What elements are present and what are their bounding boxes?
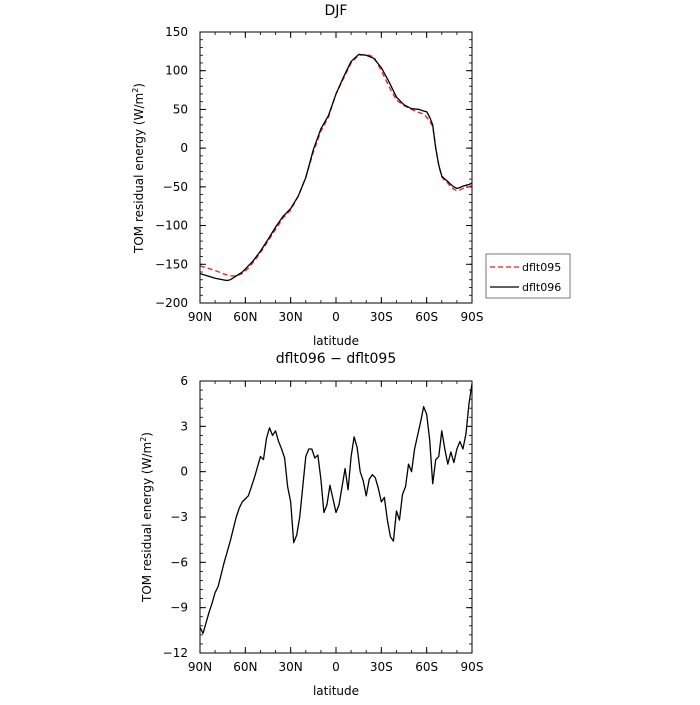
top-y-tick-labels: 150 100 50 0 −50 −100 −150 −200 bbox=[155, 25, 188, 310]
y-tick-label: −12 bbox=[163, 646, 188, 660]
plot-frame bbox=[199, 380, 473, 654]
y-tick-label: 50 bbox=[173, 102, 188, 116]
plot-frame bbox=[199, 31, 473, 304]
x-tick-label: 0 bbox=[332, 660, 340, 674]
series-line-dflt095 bbox=[199, 53, 473, 277]
y-tick-label: −100 bbox=[155, 219, 188, 233]
bottom-y-tick-labels: 6 3 0 −3 −6 −9 −12 bbox=[163, 374, 188, 660]
legend-label-dflt096: dflt096 bbox=[522, 281, 561, 294]
y-tick-label: −3 bbox=[170, 510, 188, 524]
x-tick-label: 30N bbox=[279, 660, 303, 674]
y-tick-label: 150 bbox=[165, 25, 188, 39]
y-tick-label: 6 bbox=[180, 374, 188, 388]
x-tick-label: 0 bbox=[332, 310, 340, 324]
legend-label-dflt095: dflt095 bbox=[522, 261, 561, 274]
y-tick-label: 100 bbox=[165, 64, 188, 78]
y-tick-label: −50 bbox=[163, 180, 188, 194]
bottom-x-axis-label: latitude bbox=[313, 684, 359, 698]
x-tick-label: 60N bbox=[233, 660, 257, 674]
top-x-axis-label: latitude bbox=[313, 334, 359, 348]
bottom-panel: dflt096 − dflt095 90N 60N 30N 0 30S 60S 90S 6 3… bbox=[139, 351, 483, 698]
y-tick-label: −200 bbox=[155, 296, 188, 310]
series-line-dflt096 bbox=[199, 53, 473, 282]
y-tick-label: 0 bbox=[180, 465, 188, 479]
x-tick-label: 90N bbox=[188, 660, 212, 674]
x-tick-label: 60S bbox=[415, 660, 438, 674]
top-x-tick-labels: 90N 60N 30N 0 30S 60S 90S bbox=[188, 310, 484, 324]
legend: dflt095 dflt096 bbox=[485, 253, 571, 299]
x-tick-label: 90S bbox=[461, 660, 484, 674]
legend-box bbox=[485, 253, 571, 299]
x-tick-label: 90N bbox=[188, 310, 212, 324]
top-panel: DJF 90N 60N 30N 0 30S 60S 90S 150 100 50 0 −50 −100… bbox=[131, 3, 571, 348]
y-tick-label: 3 bbox=[180, 419, 188, 433]
x-tick-label: 60S bbox=[415, 310, 438, 324]
x-tick-label: 60N bbox=[233, 310, 257, 324]
top-plot-area bbox=[199, 31, 473, 304]
y-tick-label: −150 bbox=[155, 257, 188, 271]
bottom-chart-title: dflt096 − dflt095 bbox=[276, 351, 396, 367]
y-tick-label: −9 bbox=[170, 601, 188, 615]
y-tick-label: −6 bbox=[170, 555, 188, 569]
series-line-panel1-series0 bbox=[199, 383, 473, 635]
bottom-y-axis-label: TOM residual energy (W/m2) bbox=[139, 432, 154, 603]
x-tick-label: 90S bbox=[461, 310, 484, 324]
x-tick-label: 30S bbox=[370, 310, 393, 324]
x-tick-label: 30S bbox=[370, 660, 393, 674]
y-tick-label: 0 bbox=[180, 141, 188, 155]
top-chart-title: DJF bbox=[325, 3, 348, 19]
bottom-plot-area bbox=[199, 380, 473, 654]
x-tick-label: 30N bbox=[279, 310, 303, 324]
bottom-x-tick-labels: 90N 60N 30N 0 30S 60S 90S bbox=[188, 660, 484, 674]
top-y-axis-label: TOM residual energy (W/m2) bbox=[131, 83, 146, 254]
